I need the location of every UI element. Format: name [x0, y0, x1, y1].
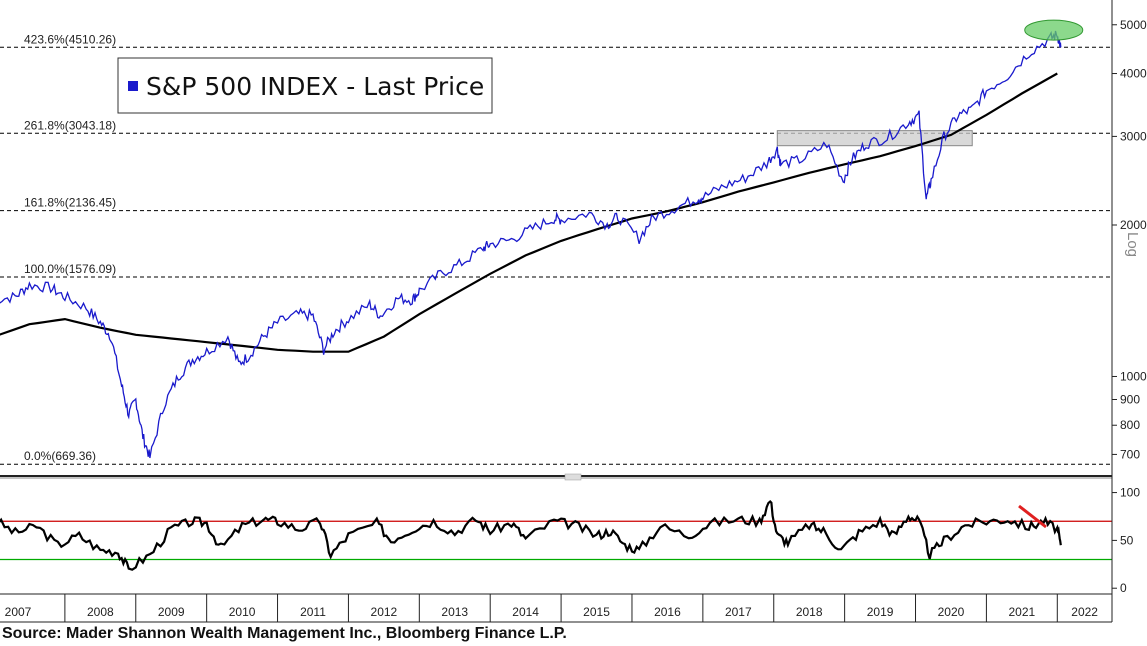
- y-tick-label: 900: [1120, 392, 1140, 406]
- year-label: 2007: [5, 605, 32, 619]
- highlight-ellipse-shape: [1024, 19, 1084, 41]
- y-tick-label: 700: [1120, 447, 1140, 461]
- y-tick-label: 4000: [1120, 67, 1147, 81]
- price-y-axis: 700 800 900 1000 2000 3000 4000 5000: [1112, 18, 1147, 461]
- fib-label: 100.0%(1576.09): [24, 262, 116, 276]
- year-axis: 2007 2008 2009 2010 2011 2012 2013 2014 2015 2016…: [0, 593, 1112, 623]
- source-caption: Source: Mader Shannon Wealth Management …: [2, 625, 567, 642]
- year-label: 2014: [512, 605, 539, 619]
- year-label: 2022: [1071, 605, 1098, 619]
- fib-label: 261.8%(3043.18): [24, 118, 116, 132]
- legend-label: S&P 500 INDEX - Last Price: [146, 72, 484, 101]
- highlight-ellipse: [1024, 19, 1084, 41]
- y-tick-label: 5000: [1120, 18, 1147, 32]
- rsi-panel: 0 50 100: [0, 486, 1140, 595]
- rsi-series-line: [0, 500, 1062, 571]
- y-tick-label: 800: [1120, 418, 1140, 432]
- year-label: 2017: [725, 605, 752, 619]
- legend-box: S&P 500 INDEX - Last Price: [117, 57, 493, 114]
- y-tick-label: 2000: [1120, 218, 1147, 232]
- year-label: 2010: [229, 605, 256, 619]
- rsi-y-axis: 0 50 100: [1112, 486, 1140, 595]
- fib-label: 161.8%(2136.45): [24, 196, 116, 210]
- year-label: 2021: [1008, 605, 1035, 619]
- fib-label: 423.6%(4510.26): [24, 32, 116, 46]
- rsi-y-tick-label: 0: [1120, 581, 1127, 595]
- year-label: 2019: [867, 605, 894, 619]
- moving-average-line: [0, 72, 1058, 353]
- rsi-reference-lines: [0, 520, 1112, 561]
- year-label: 2018: [796, 605, 823, 619]
- rsi-down-trend-marker: [1018, 504, 1047, 529]
- y-tick-label: 3000: [1120, 129, 1147, 143]
- panel-divider: [0, 473, 1112, 481]
- fib-label: 0.0%(669.36): [24, 449, 96, 463]
- price-panel: 423.6%(4510.26) 261.8%(3043.18) 161.8%(213…: [0, 18, 1147, 465]
- year-label: 2013: [441, 605, 468, 619]
- year-label: 2016: [654, 605, 681, 619]
- year-label: 2009: [158, 605, 185, 619]
- rsi-y-tick-label: 100: [1120, 486, 1140, 500]
- y-axis-title: Log: [1124, 232, 1141, 257]
- year-label: 2020: [938, 605, 965, 619]
- fibonacci-levels: 423.6%(4510.26) 261.8%(3043.18) 161.8%(213…: [0, 32, 1112, 465]
- y-tick-label: 1000: [1120, 369, 1147, 383]
- price-series-line: [0, 30, 1062, 459]
- year-label: 2008: [87, 605, 114, 619]
- year-label: 2012: [371, 605, 398, 619]
- year-label: 2011: [300, 605, 326, 619]
- year-label: 2015: [583, 605, 610, 619]
- rsi-y-tick-label: 50: [1120, 533, 1134, 547]
- legend-swatch: [128, 81, 138, 91]
